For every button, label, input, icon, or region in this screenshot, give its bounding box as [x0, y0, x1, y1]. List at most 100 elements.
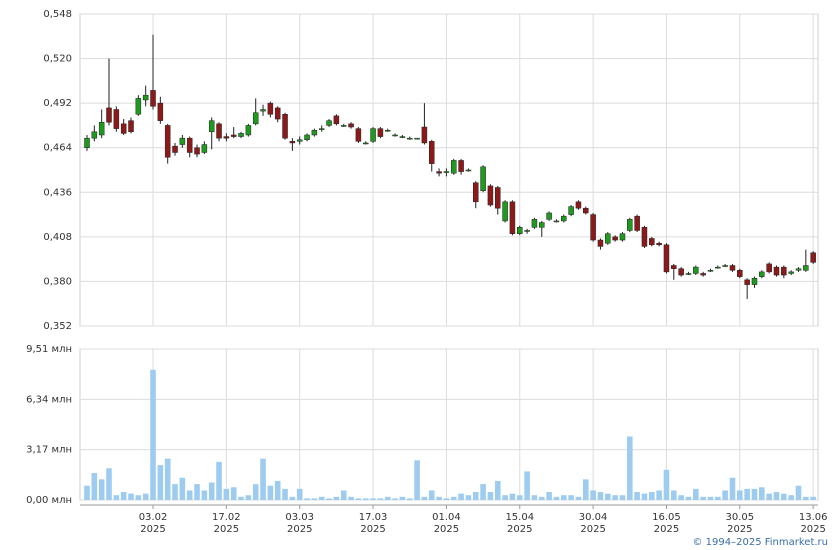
volume-bar: [494, 480, 501, 500]
volume-bar: [619, 495, 626, 500]
volume-bar: [370, 498, 376, 500]
volume-bar: [150, 369, 156, 500]
volume-bar: [348, 496, 354, 500]
volume-bar: [560, 495, 567, 500]
volume-bar: [795, 485, 802, 500]
candle-body: [561, 215, 567, 222]
candle-body: [274, 107, 281, 120]
candle-body: [436, 171, 442, 174]
volume-bar: [472, 492, 479, 500]
volume-bar: [480, 484, 486, 500]
candle-body: [451, 160, 457, 174]
candle-body: [656, 242, 662, 246]
volume-bar: [538, 496, 545, 500]
volume-bar: [487, 492, 494, 500]
volume-bar: [546, 492, 552, 500]
candle-body: [531, 219, 538, 228]
candle-body: [245, 125, 252, 136]
candle-body: [641, 227, 648, 247]
volume-bar: [274, 480, 281, 500]
y-tick-label: 6,34 млн: [26, 394, 72, 405]
candle-body: [788, 271, 794, 274]
candle-body: [517, 227, 523, 234]
volume-bar: [128, 493, 134, 500]
volume-bar: [216, 461, 222, 500]
candle-body: [737, 270, 743, 277]
candle-body: [98, 121, 105, 136]
candle-body: [172, 145, 178, 153]
candle-body: [707, 270, 714, 272]
candle-body: [260, 109, 266, 112]
candle-body: [318, 128, 325, 130]
volume-bar: [656, 490, 662, 500]
volume-bar: [568, 495, 574, 500]
candle-body: [355, 128, 362, 142]
volume-bar: [194, 484, 200, 500]
volume-bar: [626, 436, 633, 500]
volume-bar: [318, 496, 325, 500]
volume-bar: [311, 498, 318, 500]
volume-bar: [516, 495, 523, 500]
candle-body: [406, 137, 413, 140]
candle-body: [663, 244, 670, 273]
candle-body: [487, 185, 494, 206]
x-tick-label: 15.04 2025: [505, 512, 534, 535]
y-tick-label: 0,408: [43, 232, 72, 243]
volume-bar: [788, 495, 794, 500]
volume-bar: [524, 471, 530, 500]
volume-bar: [164, 458, 171, 500]
volume-bar: [245, 495, 252, 500]
volume-bar: [414, 460, 420, 500]
y-tick-label: 0,464: [43, 143, 72, 154]
volume-bar: [392, 498, 398, 500]
volume-bar: [509, 493, 516, 500]
candle-body: [619, 233, 626, 241]
volume-bar: [678, 495, 684, 500]
candle-body: [142, 94, 149, 101]
volume-bar: [406, 498, 413, 500]
volume-bar: [326, 498, 332, 500]
volume-bar: [179, 477, 186, 500]
candle-body: [773, 266, 780, 276]
y-tick-label: 0,00 млн: [26, 495, 72, 506]
candle-body: [649, 238, 655, 246]
candle-body: [326, 120, 332, 126]
candle-body: [135, 98, 142, 115]
volume-bar: [260, 458, 266, 500]
volume-bar: [722, 490, 728, 500]
volume-bar: [436, 496, 442, 500]
candle-body: [370, 128, 376, 142]
candle-body: [766, 263, 772, 273]
volume-bar: [810, 496, 816, 500]
volume-bar: [208, 482, 215, 500]
volume-bar: [377, 498, 384, 500]
candle-body: [693, 266, 699, 274]
candle-body: [583, 207, 589, 214]
volume-bar: [648, 492, 655, 500]
volume-bar: [230, 487, 237, 500]
volume-bar: [737, 490, 743, 500]
volume-bar: [707, 496, 714, 500]
candle-body: [553, 220, 560, 223]
candle-body: [267, 102, 274, 115]
volume-bar: [597, 492, 604, 500]
candle-body: [311, 129, 318, 136]
volume-bar: [267, 485, 274, 500]
candle-body: [252, 112, 259, 125]
volume-bar: [553, 496, 560, 500]
volume-bar: [201, 490, 208, 500]
candle-body: [671, 265, 677, 269]
volume-bar: [700, 496, 706, 500]
candle-body: [340, 125, 347, 127]
candle-body: [597, 239, 604, 247]
y-tick-label: 0,352: [43, 321, 72, 332]
volume-bar: [355, 498, 362, 500]
candle-body: [715, 266, 721, 269]
volume-bar: [685, 496, 692, 500]
candle-body: [612, 236, 618, 241]
candle-body: [590, 214, 596, 241]
volume-bar: [590, 490, 596, 500]
candle-body: [605, 233, 611, 244]
candle-body: [289, 141, 296, 144]
candle-body: [392, 134, 398, 137]
